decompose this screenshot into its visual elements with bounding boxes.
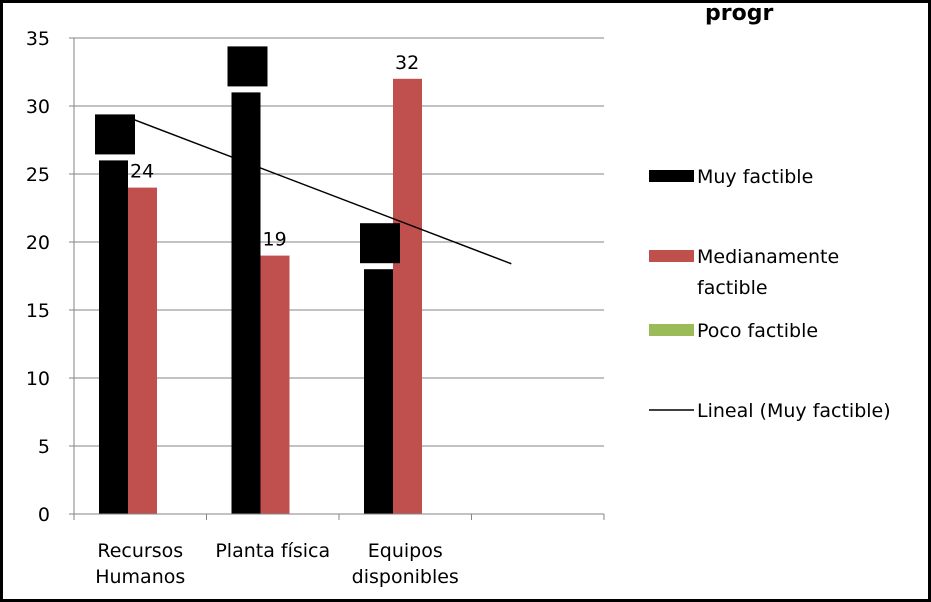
x-tick-label: Equipos (368, 540, 443, 562)
legend-swatch (649, 250, 694, 262)
y-axis: 0 5 10 15 20 25 30 35 (26, 28, 75, 526)
y-tick-label: 20 (26, 232, 50, 254)
y-tick-label: 35 (26, 28, 50, 50)
bar-muy-factible (231, 92, 261, 515)
data-label-marker (227, 46, 268, 87)
y-tick-label: 30 (26, 96, 50, 118)
bar-muy-factible (364, 269, 393, 514)
trendline (133, 118, 512, 265)
gridlines (74, 37, 604, 447)
bar-medianamente-factible (260, 255, 290, 514)
legend-label: Poco factible (697, 320, 818, 342)
legend-label: Muy factible (697, 166, 813, 188)
y-tick-label: 15 (26, 300, 50, 322)
y-tick-label: 25 (26, 164, 50, 186)
legend-label: factible (697, 277, 768, 299)
trendline-muy-factible (133, 118, 512, 265)
bar-medianamente-factible (393, 78, 422, 515)
legend-swatch (649, 324, 694, 336)
legend-swatch (649, 170, 694, 182)
x-axis: Recursos Humanos Planta física Equipos dispo… (73, 513, 605, 588)
data-label: 32 (395, 52, 419, 74)
x-tick-label: Humanos (95, 566, 185, 588)
y-tick-label: 0 (38, 504, 50, 526)
legend-label: Medianamente (697, 246, 839, 268)
x-tick-label: Recursos (97, 540, 183, 562)
y-tick-label: 10 (26, 368, 50, 390)
legend: Muy factible Medianamente factible Poco fac… (649, 166, 891, 422)
legend-label: Lineal (Muy factible) (697, 400, 891, 422)
x-tick-label: Planta física (215, 540, 330, 562)
chart-title: progr (705, 1, 773, 26)
data-labels: 24 19 32 (95, 46, 419, 264)
data-label-marker (360, 223, 400, 264)
data-label-marker (95, 114, 135, 155)
x-tick-label: disponibles (352, 566, 459, 588)
bar-medianamente-factible (128, 187, 157, 514)
data-label: 24 (130, 161, 154, 183)
data-label: 19 (263, 229, 287, 251)
bar-muy-factible (99, 160, 128, 514)
y-tick-label: 5 (38, 436, 50, 458)
